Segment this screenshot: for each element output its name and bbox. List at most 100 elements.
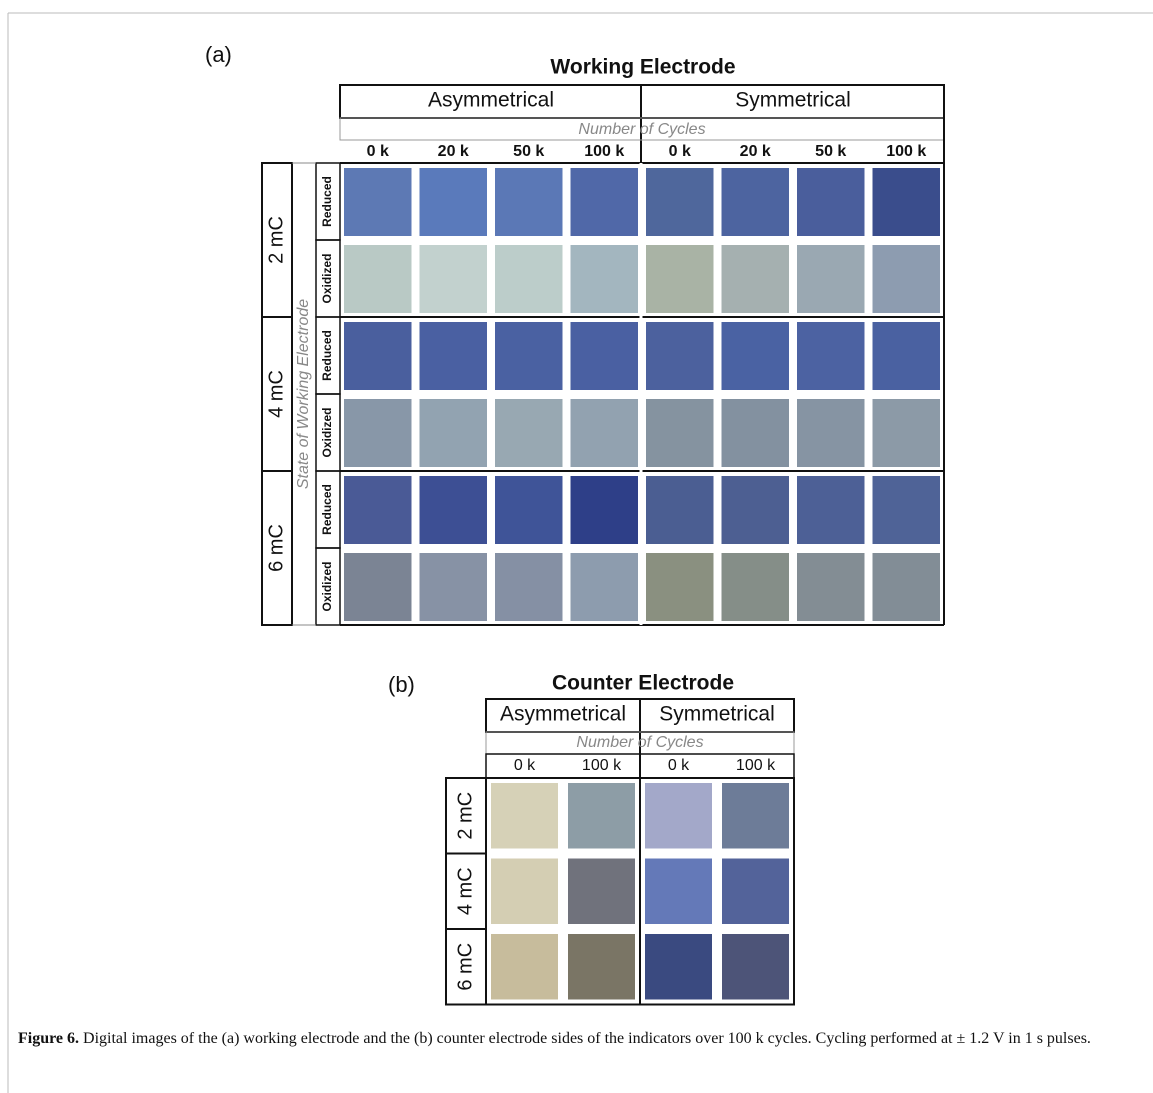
sample-image [420,245,488,313]
sample-image [571,553,639,621]
sample-image [495,245,563,313]
sample-image [420,553,488,621]
sample-image [344,553,412,621]
sample-image [646,399,714,467]
cycle-label: 20 k [740,143,771,160]
sample-image [646,168,714,236]
sample-image [568,783,635,849]
charge-label: 4 mC [454,867,476,915]
sample-image [646,322,714,390]
sample-image [571,245,639,313]
sample-image [495,168,563,236]
sample-image [797,168,865,236]
cycle-label: 0 k [514,757,536,774]
sample-image [873,476,941,544]
sample-image [722,168,790,236]
state-label: Oxidized [320,407,334,457]
sample-image [420,168,488,236]
sample-image [722,934,789,1000]
charge-label: 2 mC [265,216,287,264]
state-label: Reduced [320,176,334,227]
charge-label: 2 mC [454,792,476,840]
group-label: Symmetrical [735,89,851,112]
panel-label: (a) [205,42,232,67]
sample-image [645,859,712,925]
charge-label: 4 mC [265,370,287,418]
cycle-label: 100 k [582,757,622,774]
sample-image [873,245,941,313]
sample-image [873,399,941,467]
cycle-label: 100 k [886,143,926,160]
caption-label: Figure 6. [18,1030,79,1047]
sample-image [491,783,558,849]
sample-image [722,476,790,544]
sample-image [722,553,790,621]
sample-image [571,168,639,236]
sample-image [722,245,790,313]
cycle-label: 20 k [438,143,469,160]
sample-image [495,322,563,390]
sample-image [495,399,563,467]
sample-image [491,859,558,925]
sample-image [873,322,941,390]
sample-image [873,168,941,236]
sample-image [420,476,488,544]
panel-label: (b) [388,672,415,697]
axis-label: Number of Cycles [578,121,705,138]
sample-image [722,783,789,849]
sample-image [344,245,412,313]
cycle-label: 50 k [513,143,544,160]
sample-image [491,934,558,1000]
sample-image [571,399,639,467]
sample-image [646,245,714,313]
state-label: Oxidized [320,561,334,611]
sample-image [645,934,712,1000]
cycle-label: 0 k [367,143,389,160]
sample-image [420,322,488,390]
sample-image [344,168,412,236]
sample-image [646,476,714,544]
sample-image [344,399,412,467]
figure: (a) Working Electrode Asymmetrical Symmetri… [0,0,1153,1093]
sample-image [495,553,563,621]
sample-image [797,553,865,621]
panel-title: Working Electrode [550,56,735,79]
sample-image [495,476,563,544]
sample-image [645,783,712,849]
caption-text: Digital images of the (a) working electr… [83,1030,1091,1047]
state-label: Oxidized [320,253,334,303]
cycle-label: 50 k [815,143,846,160]
side-label: State of Working Electrode [295,299,312,489]
axis-label: Number of Cycles [576,734,703,751]
state-label: Reduced [320,484,334,535]
sample-image [797,245,865,313]
sample-image [722,399,790,467]
panel-title: Counter Electrode [552,672,734,695]
sample-image [646,553,714,621]
group-label: Symmetrical [659,703,775,726]
group-label: Asymmetrical [428,89,554,112]
sample-image [568,859,635,925]
sample-image [722,859,789,925]
sample-image [722,322,790,390]
sample-image [797,476,865,544]
group-label: Asymmetrical [500,703,626,726]
page: (a) Working Electrode Asymmetrical Symmetri… [0,0,1153,1093]
sample-image [797,322,865,390]
sample-image [344,476,412,544]
state-label: Reduced [320,330,334,381]
caption: Figure 6. Digital images of the (a) work… [18,1028,1128,1050]
cycle-label: 100 k [736,757,776,774]
sample-image [571,322,639,390]
charge-label: 6 mC [265,524,287,572]
cycle-label: 100 k [584,143,624,160]
sample-image [420,399,488,467]
sample-image [571,476,639,544]
charge-label: 6 mC [454,943,476,991]
cycle-label: 0 k [669,143,691,160]
sample-image [797,399,865,467]
sample-image [873,553,941,621]
sample-image [568,934,635,1000]
sample-image [344,322,412,390]
cycle-label: 0 k [668,757,690,774]
